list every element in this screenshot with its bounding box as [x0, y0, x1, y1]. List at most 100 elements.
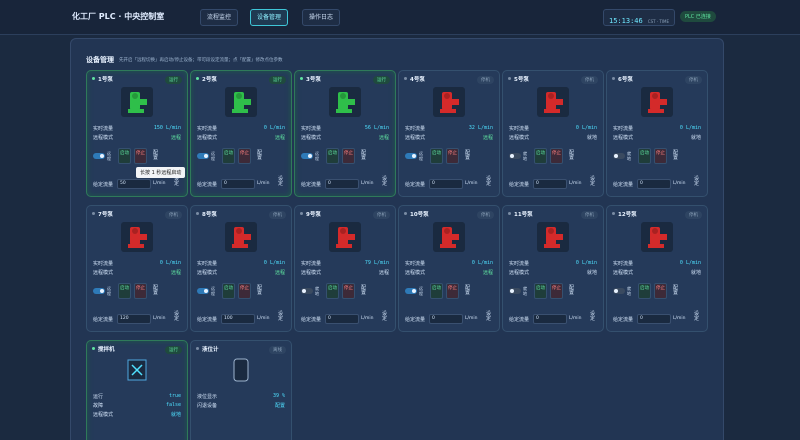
- pump-card: 1号泵 运行 实时流量 150 L/min 远程模式 远程 远程 启动 停止 配置 给定流量 50 L/…: [86, 70, 188, 197]
- status-badge: 运行: [165, 346, 182, 354]
- tank-graphic: [233, 358, 249, 382]
- config-button[interactable]: 配置: [153, 150, 159, 161]
- start-button[interactable]: 启动: [326, 283, 339, 299]
- start-button[interactable]: 启动: [326, 148, 339, 164]
- start-button[interactable]: 启动: [638, 148, 651, 164]
- set-button[interactable]: 设定: [590, 311, 596, 322]
- setpoint-input[interactable]: 50: [117, 179, 151, 189]
- tab[interactable]: 设备管理: [250, 9, 289, 26]
- stop-button[interactable]: 停止: [134, 283, 147, 299]
- config-button[interactable]: 配置: [569, 150, 575, 161]
- set-button[interactable]: 设定: [694, 311, 700, 322]
- remote-toggle[interactable]: [301, 288, 313, 294]
- setpoint-label: 给定流量: [405, 317, 426, 323]
- flow-unit: L/min: [581, 125, 597, 131]
- remote-toggle[interactable]: [509, 153, 521, 159]
- setpoint-input[interactable]: 0: [325, 179, 359, 189]
- flow-unit: L/min: [477, 260, 493, 266]
- stop-button[interactable]: 停止: [550, 283, 563, 299]
- mode-value: 远程: [482, 270, 493, 276]
- pump-icon: [329, 87, 361, 117]
- tab[interactable]: 操作日志: [302, 9, 341, 26]
- flow-label: 实时流量: [613, 261, 634, 267]
- flow-label: 实时流量: [509, 261, 530, 267]
- pump-name: 2号泵: [202, 77, 217, 83]
- start-button[interactable]: 启动: [222, 283, 235, 299]
- stop-button[interactable]: 停止: [654, 283, 667, 299]
- toggle-knob: [302, 289, 306, 293]
- setpoint-input[interactable]: 0: [325, 314, 359, 324]
- remote-toggle[interactable]: [93, 153, 105, 159]
- setpoint-unit: L/min: [257, 316, 270, 321]
- set-button[interactable]: 设定: [590, 176, 596, 187]
- pump-name: 9号泵: [306, 212, 321, 218]
- stop-button[interactable]: 停止: [238, 148, 251, 164]
- status-badge: 停机: [581, 211, 598, 219]
- setpoint-input[interactable]: 0: [429, 314, 463, 324]
- config-button[interactable]: 配置: [465, 150, 471, 161]
- setpoint-input[interactable]: 0: [533, 314, 567, 324]
- stop-button[interactable]: 停止: [134, 148, 147, 164]
- toggle-label: 远程: [107, 151, 111, 161]
- set-button[interactable]: 设定: [486, 176, 492, 187]
- pump-icon: [225, 87, 257, 117]
- config-button[interactable]: 配置: [673, 150, 679, 161]
- flow-label: 实时流量: [301, 261, 322, 267]
- remote-toggle[interactable]: [197, 288, 209, 294]
- setpoint-input[interactable]: 0: [429, 179, 463, 189]
- remote-toggle[interactable]: [613, 288, 625, 294]
- remote-toggle[interactable]: [613, 153, 625, 159]
- set-button[interactable]: 设定: [382, 176, 388, 187]
- flow-unit: L/min: [685, 260, 701, 266]
- start-button[interactable]: 启动: [534, 148, 547, 164]
- stop-button[interactable]: 停止: [550, 148, 563, 164]
- start-button[interactable]: 启动: [430, 283, 443, 299]
- stop-button[interactable]: 停止: [654, 148, 667, 164]
- set-button[interactable]: 设定: [278, 176, 284, 187]
- config-button[interactable]: 配置: [465, 285, 471, 296]
- config-button[interactable]: 配置: [361, 150, 367, 161]
- remote-toggle[interactable]: [405, 288, 417, 294]
- config-button[interactable]: 配置: [361, 285, 367, 296]
- level-card: 液位计 离线 液位显示 39 % 闪退设备 配置: [190, 340, 292, 440]
- remote-toggle[interactable]: [405, 153, 417, 159]
- set-button[interactable]: 设定: [694, 176, 700, 187]
- mode-value: 远程: [170, 270, 181, 276]
- tab[interactable]: 流程监控: [200, 9, 239, 26]
- setpoint-input[interactable]: 0: [637, 179, 671, 189]
- setpoint-input[interactable]: 0: [221, 179, 255, 189]
- start-button[interactable]: 启动: [222, 148, 235, 164]
- setpoint-input[interactable]: 120: [117, 314, 151, 324]
- start-button[interactable]: 启动: [118, 148, 131, 164]
- remote-toggle[interactable]: [509, 288, 521, 294]
- remote-toggle[interactable]: [93, 288, 105, 294]
- remote-toggle[interactable]: [301, 153, 313, 159]
- config-button[interactable]: 配置: [257, 150, 263, 161]
- stop-button[interactable]: 停止: [446, 148, 459, 164]
- start-button[interactable]: 启动: [118, 283, 131, 299]
- stop-button[interactable]: 停止: [446, 283, 459, 299]
- set-button[interactable]: 设定: [278, 311, 284, 322]
- stop-button[interactable]: 停止: [238, 283, 251, 299]
- config-button[interactable]: 配置: [153, 285, 159, 296]
- start-button[interactable]: 启动: [430, 148, 443, 164]
- set-button[interactable]: 设定: [174, 311, 180, 322]
- stop-button[interactable]: 停止: [342, 148, 355, 164]
- pump-name: 4号泵: [410, 77, 425, 83]
- pump-name: 12号泵: [618, 212, 637, 218]
- stop-button[interactable]: 停止: [342, 283, 355, 299]
- set-button[interactable]: 设定: [486, 311, 492, 322]
- set-button[interactable]: 设定: [174, 176, 180, 187]
- start-button[interactable]: 启动: [638, 283, 651, 299]
- config-button[interactable]: 配置: [673, 285, 679, 296]
- remote-toggle[interactable]: [197, 153, 209, 159]
- config-button[interactable]: 配置: [257, 285, 263, 296]
- start-button[interactable]: 启动: [534, 283, 547, 299]
- set-button[interactable]: 设定: [382, 311, 388, 322]
- setpoint-input[interactable]: 0: [533, 179, 567, 189]
- status-dot: [300, 77, 303, 80]
- setpoint-input[interactable]: 0: [637, 314, 671, 324]
- config-button[interactable]: 配置: [569, 285, 575, 296]
- toggle-knob: [412, 289, 416, 293]
- setpoint-input[interactable]: 100: [221, 314, 255, 324]
